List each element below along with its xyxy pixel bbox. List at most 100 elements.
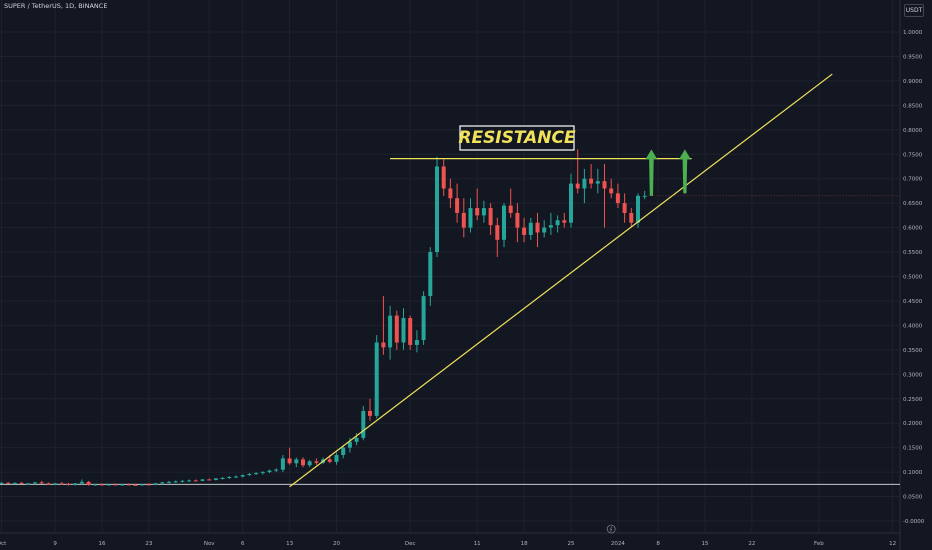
candle-body: [200, 479, 205, 481]
ascending-trendline: [289, 73, 833, 488]
candle-body: [254, 473, 259, 475]
candle-body: [301, 459, 305, 466]
candle-body: [53, 483, 58, 485]
y-tick-label: 0.5500: [903, 250, 923, 256]
currency-selector[interactable]: USDT: [904, 4, 924, 17]
candle-body: [468, 208, 473, 228]
candle-body: [153, 483, 158, 485]
candle-body: [220, 477, 225, 479]
candle-body: [495, 225, 500, 240]
y-tick-label: 0.1000: [903, 470, 923, 476]
candle-body: [274, 469, 279, 471]
y-tick-label: 0.4500: [903, 299, 923, 305]
candle-body: [401, 318, 406, 343]
candle-body: [515, 212, 520, 228]
candle-body: [334, 454, 339, 462]
x-tick-label: 18: [521, 541, 528, 547]
candle-body: [6, 482, 11, 484]
candle-body: [622, 203, 627, 213]
x-tick-label: Feb: [814, 541, 824, 547]
candle-body: [388, 315, 393, 348]
candle-body: [354, 437, 359, 442]
candle-body: [461, 212, 466, 228]
x-tick-label: 11: [474, 541, 481, 547]
y-tick-label: 0.8000: [903, 128, 923, 134]
candle-body: [113, 484, 118, 486]
candle-body: [167, 481, 171, 483]
candle-body: [260, 472, 265, 474]
candle-body: [100, 484, 104, 486]
resistance-label: RESISTANCE: [458, 128, 576, 148]
candle-body: [0, 482, 4, 484]
candle-body: [207, 479, 212, 481]
candle-body: [213, 478, 218, 480]
y-tick-label: 0.9500: [903, 54, 923, 60]
candle-body: [46, 483, 51, 485]
y-tick-label: 0.7000: [903, 177, 923, 183]
candle-body: [247, 474, 252, 476]
event-icon[interactable]: [606, 524, 616, 534]
candle-body: [582, 178, 587, 189]
x-tick-label: Oct: [0, 541, 7, 547]
candle-body: [126, 484, 131, 486]
candle-body: [455, 198, 460, 213]
candle-body: [193, 480, 198, 482]
candle-body: [66, 483, 71, 485]
candle-body: [555, 220, 560, 226]
x-tick-label: 9: [53, 541, 57, 547]
candle-body: [267, 470, 272, 473]
candle-body: [73, 483, 78, 485]
candle-body: [642, 195, 647, 197]
candle-body: [106, 484, 111, 486]
candle-body: [307, 461, 312, 466]
x-tick-label: 12: [889, 541, 896, 547]
candle-body: [341, 447, 346, 455]
candle-body: [19, 482, 24, 484]
candle-body: [133, 484, 138, 486]
y-tick-label: 0.3000: [903, 372, 923, 378]
y-tick-label: 0.0500: [903, 495, 923, 501]
candle-body: [173, 481, 178, 483]
candle-body: [314, 461, 319, 463]
x-tick-label: 2024: [611, 541, 625, 547]
y-tick-label: 0.7500: [903, 152, 923, 158]
candle-body: [12, 482, 17, 484]
candle-body: [448, 188, 453, 199]
candle-body: [508, 205, 513, 213]
y-tick-label: 0.1500: [903, 446, 923, 452]
candle-body: [522, 227, 527, 235]
x-tick-label: 22: [748, 541, 755, 547]
candle-body: [602, 181, 607, 189]
candle-body: [160, 482, 165, 484]
candle-body: [347, 441, 352, 448]
x-tick-label: 13: [286, 541, 293, 547]
candle-body: [327, 459, 332, 462]
y-tick-label: 0.2000: [903, 421, 923, 427]
candle-body: [240, 475, 245, 477]
candle-body: [368, 410, 372, 416]
candle-body: [629, 212, 634, 223]
candle-body: [361, 410, 366, 438]
lightning-icon: [609, 526, 613, 532]
x-tick-label: 15: [702, 541, 709, 547]
candle-body: [481, 208, 486, 216]
resistance-label-box: [459, 125, 575, 151]
y-tick-label: 0.2500: [903, 397, 923, 403]
x-tick-label: 20: [333, 541, 340, 547]
y-tick-label: -0.0000: [903, 519, 925, 525]
y-tick-label: 0.8500: [903, 103, 923, 109]
candle-body: [562, 220, 567, 223]
candle-body: [39, 482, 44, 484]
candle-body: [569, 183, 573, 223]
candle-body: [528, 222, 533, 235]
candle-body: [287, 458, 292, 464]
candle-body: [575, 183, 580, 189]
candle-body: [615, 193, 620, 204]
up-arrow-icon: [645, 149, 658, 196]
candle-body: [414, 340, 419, 345]
candle-body: [542, 227, 547, 233]
candle-body: [428, 252, 433, 297]
candle-body: [146, 484, 151, 486]
